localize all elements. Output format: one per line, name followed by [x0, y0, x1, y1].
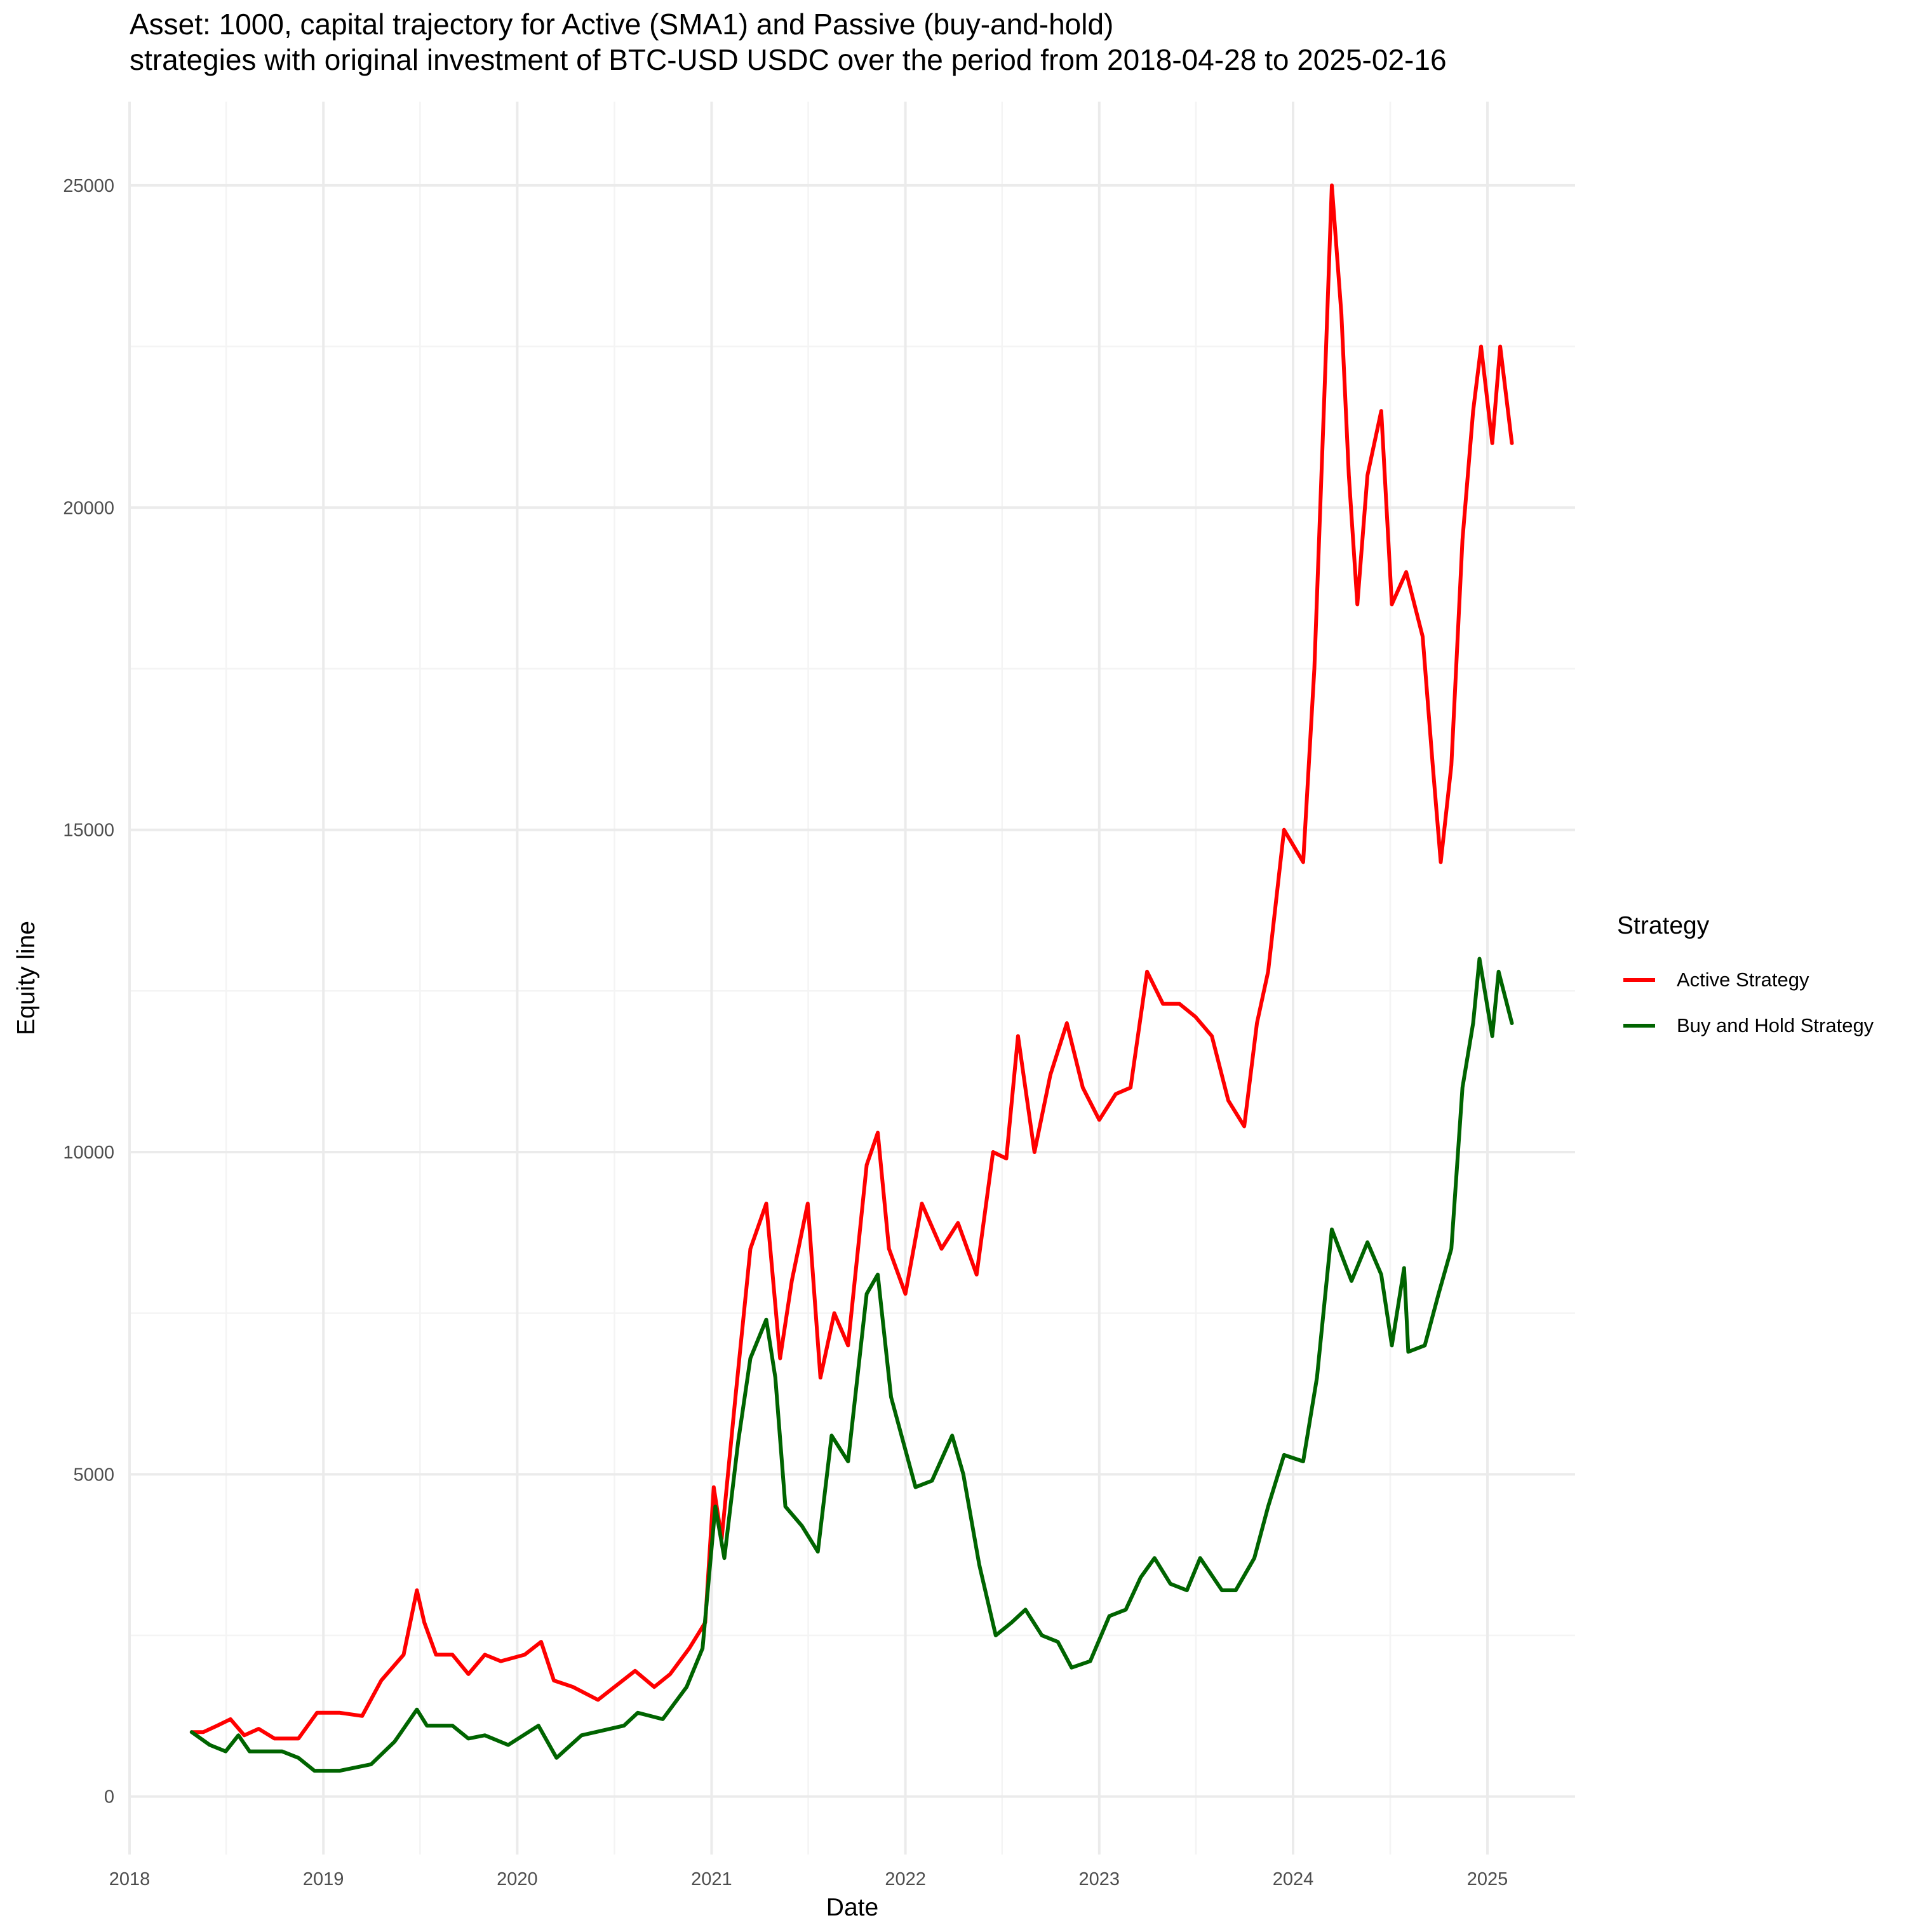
x-tick-label: 2018 — [109, 1869, 151, 1889]
x-tick-label: 2024 — [1273, 1869, 1314, 1889]
chart-title-line-2: strategies with original investment of B… — [130, 43, 1447, 76]
series-lines — [189, 183, 1514, 1773]
legend-title: Strategy — [1617, 912, 1710, 939]
legend-label-buy-and-hold-strategy: Buy and Hold Strategy — [1677, 1014, 1874, 1036]
x-tick-label: 2019 — [303, 1869, 344, 1889]
x-axis-tick-labels: 2018 2019 2020 2021 2022 2023 2024 2025 — [109, 1869, 1508, 1889]
x-tick-label: 2021 — [691, 1869, 732, 1889]
x-tick-label: 2023 — [1079, 1869, 1120, 1889]
y-axis-tick-labels: 0 5000 10000 15000 20000 25000 — [63, 176, 114, 1808]
y-tick-label: 0 — [104, 1787, 114, 1808]
y-tick-label: 15000 — [63, 821, 114, 841]
y-tick-label: 10000 — [63, 1143, 114, 1163]
x-tick-label: 2020 — [497, 1869, 538, 1889]
series-line-active-strategy — [189, 183, 1514, 1741]
minor-gridlines — [130, 102, 1575, 1855]
chart-title-line-1: Asset: 1000, capital trajectory for Acti… — [130, 8, 1114, 41]
x-tick-label: 2025 — [1467, 1869, 1508, 1889]
legend-label-active-strategy: Active Strategy — [1677, 969, 1809, 991]
chart-title: Asset: 1000, capital trajectory for Acti… — [130, 6, 1447, 77]
y-tick-label: 20000 — [63, 498, 114, 518]
x-tick-label: 2022 — [885, 1869, 926, 1889]
y-tick-label: 5000 — [73, 1465, 114, 1485]
major-gridlines — [128, 102, 1575, 1855]
y-tick-label: 25000 — [63, 176, 114, 196]
legend: Strategy Active Strategy Buy and Hold St… — [1617, 912, 1874, 1036]
y-axis-title: Equity line — [13, 921, 40, 1035]
x-axis-title: Date — [826, 1894, 878, 1921]
series-line-buy-and-hold-strategy — [189, 956, 1514, 1773]
